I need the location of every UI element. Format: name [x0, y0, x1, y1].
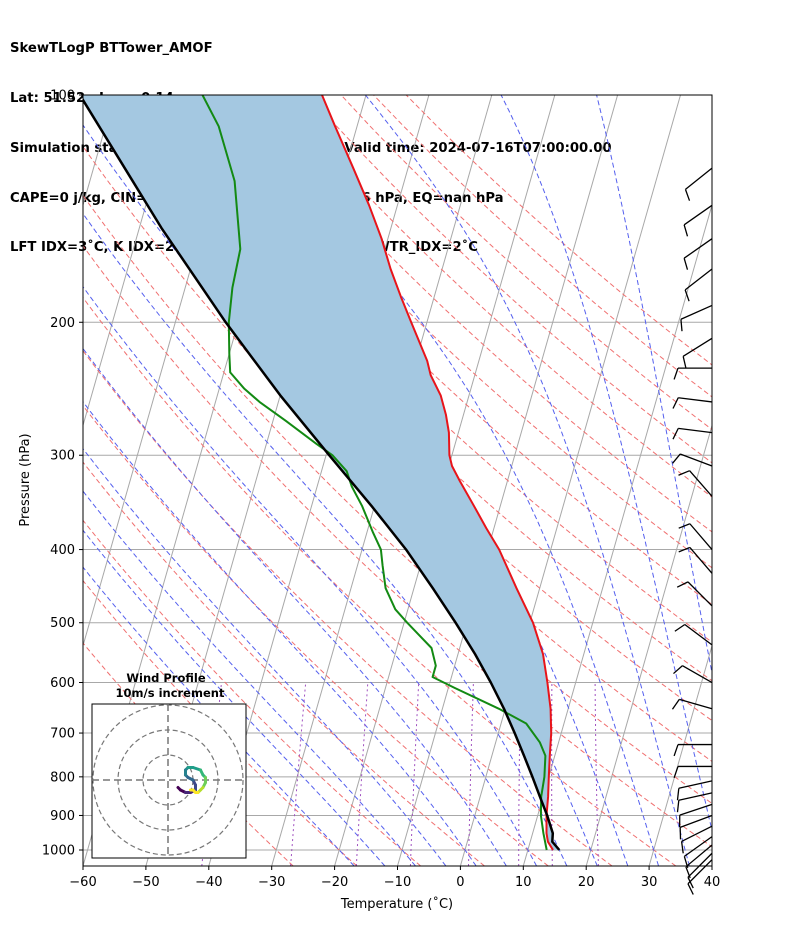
wind-barb: [684, 268, 713, 302]
mixing-ratio-line: [594, 682, 599, 866]
wind-barb: [671, 698, 713, 710]
wind-barb: [678, 523, 713, 550]
moist-adiabat: [500, 95, 712, 833]
wind-barb: [672, 427, 713, 440]
isotherm: [711, 864, 712, 866]
x-tick-label: 0: [456, 875, 464, 890]
moist-adiabat: [83, 400, 477, 866]
isotherm: [648, 643, 712, 866]
y-tick-label: 100: [50, 89, 75, 104]
wind-barb: [673, 743, 712, 757]
mixing-ratio-line: [409, 682, 420, 866]
x-tick-label: −60: [69, 875, 96, 890]
y-tick-label: 300: [50, 449, 75, 464]
dewpoint-profile: [201, 95, 548, 851]
wind-barb: [680, 825, 713, 854]
wind-barb: [680, 304, 713, 332]
moist-adiabat: [596, 95, 712, 676]
moist-adiabat: [83, 447, 447, 866]
y-tick-label: 200: [50, 316, 75, 331]
x-tick-label: −10: [384, 875, 411, 890]
dry-adiabat: [83, 519, 422, 866]
wind-barb: [683, 204, 713, 237]
wind-barb: [684, 167, 713, 201]
dry-adiabat: [83, 461, 485, 866]
dry-adiabat: [340, 95, 712, 431]
x-tick-label: −50: [132, 875, 159, 890]
y-tick-label: 500: [50, 616, 75, 631]
dry-adiabat: [242, 95, 712, 533]
moist-adiabat: [365, 95, 690, 866]
header-title: SkewTLogP BTTower_AMOF: [10, 41, 213, 57]
isotherm: [522, 203, 712, 866]
mixing-ratio-line: [468, 682, 474, 866]
y-axis-label: Pressure (hPa): [18, 433, 33, 526]
isotherm: [459, 95, 681, 866]
parcel-profile: [83, 97, 561, 851]
wind-barb: [673, 367, 712, 380]
wind-barb: [687, 859, 713, 895]
x-tick-label: 20: [578, 875, 595, 890]
mixing-ratio-line: [290, 682, 307, 866]
dry-adiabat: [210, 95, 712, 569]
dry-adiabat: [177, 95, 712, 606]
moist-adiabat: [83, 529, 386, 866]
y-tick-label: 1000: [42, 844, 75, 859]
mixing-ratio-line: [355, 682, 369, 866]
wind-barb: [685, 844, 713, 879]
x-tick-label: 40: [704, 875, 721, 890]
dry-adiabat: [83, 579, 358, 866]
moist-adiabat: [83, 347, 507, 866]
x-tick-label: −30: [258, 875, 285, 890]
hodograph-subtitle: 10m/s increment: [116, 686, 225, 700]
moist-adiabat: [136, 95, 629, 866]
moist-adiabat: [83, 566, 355, 866]
dry-adiabat: [83, 349, 613, 866]
temperature-profile: [321, 95, 554, 851]
wind-barb: [679, 803, 713, 828]
wind-barb: [678, 546, 713, 574]
wind-barb: [683, 238, 713, 270]
dry-adiabat: [83, 296, 677, 866]
wind-barb: [682, 337, 713, 369]
hodograph-frame: [91, 703, 247, 859]
y-tick-label: 800: [50, 770, 75, 785]
y-tick-label: 400: [50, 543, 75, 558]
isotherm: [585, 423, 712, 866]
moist-adiabat: [83, 286, 538, 866]
wind-barb: [676, 792, 713, 813]
hodograph-title: Wind Profile: [126, 671, 206, 685]
dry-adiabat: [405, 95, 712, 366]
x-tick-label: −20: [321, 875, 348, 890]
wind-barb: [687, 852, 713, 889]
x-tick-label: −40: [195, 875, 222, 890]
wind-barb: [676, 581, 713, 607]
wind-barb: [673, 765, 712, 778]
moist-adiabat: [235, 95, 659, 866]
wind-barb: [672, 397, 713, 409]
x-tick-label: 10: [515, 875, 532, 890]
isotherm: [775, 95, 794, 866]
wind-barb: [672, 453, 713, 467]
y-tick-label: 900: [50, 809, 75, 824]
dry-adiabat: [83, 642, 294, 866]
wind-barb: [679, 814, 713, 840]
dry-adiabat: [83, 245, 712, 848]
y-tick-label: 600: [50, 676, 75, 691]
y-tick-label: 700: [50, 727, 75, 742]
wind-barb: [678, 470, 713, 497]
isotherm: [83, 95, 178, 428]
x-tick-label: 30: [641, 875, 658, 890]
wind-barb: [676, 780, 713, 801]
wind-barb: [673, 665, 713, 684]
cin-shading: [83, 95, 560, 850]
wind-barb: [674, 623, 713, 646]
x-axis-label: Temperature (˚C): [340, 896, 453, 912]
